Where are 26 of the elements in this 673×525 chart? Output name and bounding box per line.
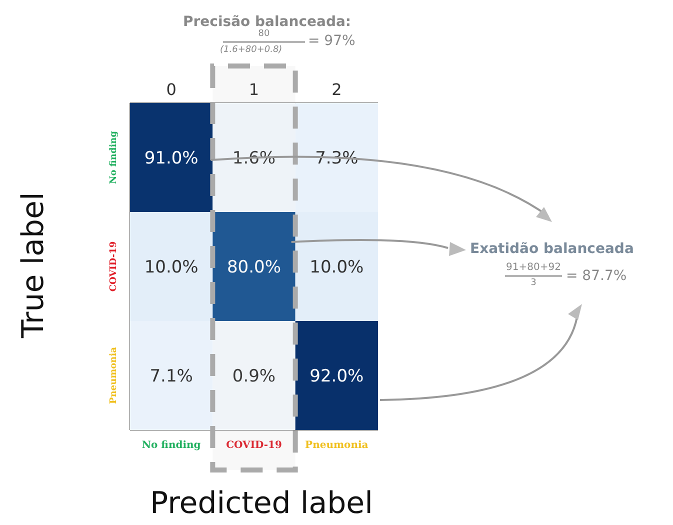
text: Exatidão balanceada [470,241,634,257]
data-label: 10.0% [144,257,198,278]
text: (1.6+80+0.8) [220,45,282,55]
data-label: 80.0% [226,257,282,278]
data-label: 91.0% [144,148,198,168]
x2-tick-label: 1 [248,80,260,99]
text: 80 [257,29,271,39]
y-tick-label: COVID-19 [109,241,119,292]
y-tick-label: Pneumonia [109,346,119,404]
y-tick-label: No finding [109,130,119,184]
text: Precisão balanceada: [183,14,352,30]
data-label: 10.0% [310,257,364,278]
data-label: 0.9% [232,366,276,386]
y-axis-title: True label [16,192,51,338]
x2-tick-label: 0 [166,80,176,99]
x2-tick-label: 2 [332,80,342,99]
x-tick-label: COVID-19 [226,440,282,451]
data-label: 92.0% [310,366,364,386]
data-label: 7.1% [150,366,193,386]
text: = 97% [308,33,356,49]
text: = 87.7% [566,268,627,284]
text: 3 [530,278,538,288]
x-tick-label: No finding [142,440,201,451]
x-axis-title: Predicted label [150,486,373,521]
text: 91+80+92 [505,262,562,273]
x-tick-label: Pneumonia [305,440,369,451]
